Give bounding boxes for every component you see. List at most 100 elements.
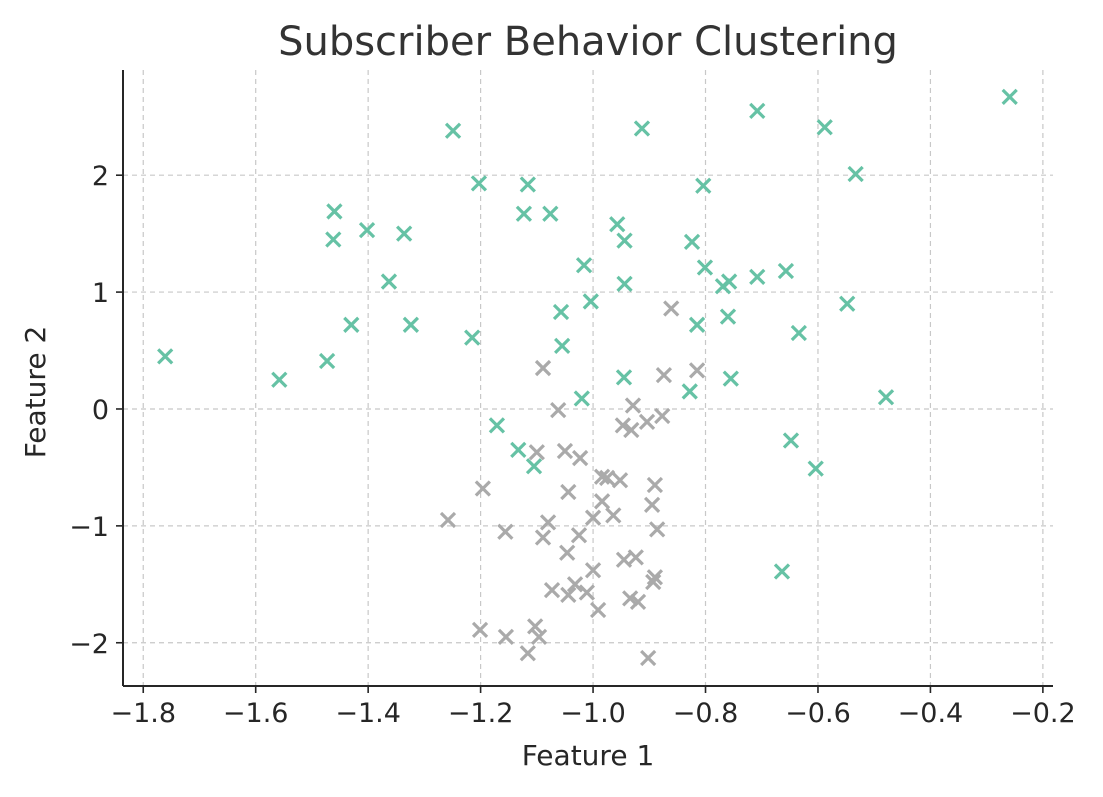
data-point-series-2 <box>593 493 611 510</box>
data-point-series-2 <box>560 586 577 603</box>
data-point-series-1 <box>720 273 738 290</box>
y-tick-label: 1 <box>92 278 109 309</box>
data-point-series-2 <box>589 601 607 619</box>
data-point-series-1 <box>696 259 714 276</box>
data-point-series-1 <box>719 308 737 325</box>
y-tick-label: 0 <box>92 395 109 426</box>
data-point-series-1 <box>573 390 590 407</box>
data-point-series-1 <box>816 119 833 136</box>
x-tick-label: −1.2 <box>448 698 514 729</box>
data-point-series-1 <box>609 216 626 233</box>
chart-title: Subscriber Behavior Clustering <box>278 19 898 65</box>
data-point-series-2 <box>530 628 548 646</box>
data-point-series-1 <box>615 369 633 386</box>
data-point-series-1 <box>688 316 706 333</box>
data-point-series-2 <box>571 449 589 467</box>
data-point-series-1 <box>271 371 288 388</box>
data-point-series-1 <box>616 275 633 293</box>
data-point-series-2 <box>649 521 666 538</box>
x-tick-label: −0.6 <box>785 698 851 729</box>
data-point-series-1 <box>396 225 413 242</box>
data-point-series-1 <box>749 102 766 120</box>
data-point-series-2 <box>560 483 577 501</box>
data-point-series-2 <box>539 514 557 531</box>
data-point-series-2 <box>550 402 567 419</box>
x-axis-label: Feature 1 <box>522 739 655 772</box>
data-point-series-2 <box>624 397 642 414</box>
data-point-series-1 <box>358 222 376 239</box>
data-point-series-1 <box>722 370 739 387</box>
data-point-series-2 <box>584 562 602 579</box>
y-axis-label: Feature 2 <box>19 326 52 459</box>
x-tick-label: −0.8 <box>673 698 739 729</box>
data-point-series-1 <box>616 232 633 249</box>
data-point-series-2 <box>614 417 631 434</box>
data-point-series-1 <box>444 122 462 139</box>
data-point-series-1 <box>510 441 527 459</box>
data-point-series-1 <box>326 203 343 220</box>
data-point-series-2 <box>643 496 661 513</box>
data-point-series-2 <box>519 645 536 662</box>
data-point-series-2 <box>640 649 657 667</box>
data-point-series-2 <box>528 444 545 461</box>
data-point-series-1 <box>488 417 506 434</box>
data-point-series-2 <box>584 509 602 526</box>
data-points <box>157 88 1018 667</box>
data-point-series-2 <box>615 551 633 568</box>
data-point-series-2 <box>471 621 489 639</box>
y-tick-label: −1 <box>69 512 109 543</box>
data-point-series-2 <box>534 359 552 377</box>
data-point-series-1 <box>318 352 336 370</box>
x-tick-label: −0.4 <box>898 698 964 729</box>
data-point-series-2 <box>623 421 640 439</box>
data-point-series-1 <box>343 316 360 333</box>
data-point-series-2 <box>578 584 596 601</box>
data-point-series-1 <box>773 563 791 580</box>
data-point-series-2 <box>688 362 706 379</box>
data-point-series-1 <box>807 460 824 477</box>
data-point-series-2 <box>570 527 588 544</box>
x-tick-label: −0.2 <box>1010 698 1076 729</box>
data-point-series-1 <box>633 120 651 137</box>
data-point-series-1 <box>847 165 864 183</box>
data-point-series-1 <box>839 295 856 312</box>
data-point-series-1 <box>325 231 342 248</box>
data-point-series-2 <box>527 618 544 635</box>
data-point-series-2 <box>605 507 622 524</box>
data-point-series-2 <box>556 442 574 460</box>
data-point-series-2 <box>566 576 584 593</box>
data-point-series-1 <box>470 175 488 192</box>
data-point-series-2 <box>655 366 673 384</box>
x-tick-label: −1.6 <box>223 698 289 729</box>
data-point-series-2 <box>534 529 552 546</box>
data-point-series-1 <box>777 262 795 280</box>
data-point-series-2 <box>474 480 491 497</box>
y-tick-label: −2 <box>69 629 109 660</box>
data-point-series-1 <box>782 432 800 449</box>
y-tick-label: 2 <box>92 161 109 192</box>
x-tick-label: −1.8 <box>110 698 176 729</box>
data-point-series-2 <box>559 544 576 561</box>
x-tick-label: −1.4 <box>335 698 401 729</box>
data-point-series-1 <box>877 389 895 406</box>
data-point-series-1 <box>582 293 599 310</box>
data-point-series-2 <box>497 523 514 540</box>
data-point-series-2 <box>497 628 515 646</box>
data-point-series-2 <box>646 476 664 494</box>
data-point-series-2 <box>598 469 616 487</box>
grid-lines <box>123 70 1053 686</box>
data-point-series-1 <box>790 324 807 342</box>
data-point-series-1 <box>542 205 559 222</box>
data-point-series-2 <box>627 549 644 566</box>
x-tick-label: −1.0 <box>560 698 626 729</box>
data-point-series-1 <box>157 348 174 365</box>
data-point-series-1 <box>575 257 593 274</box>
y-axis-ticks: −2 −1 0 1 2 <box>69 161 123 660</box>
data-point-series-1 <box>681 383 698 400</box>
data-point-series-1 <box>380 273 398 290</box>
data-point-series-1 <box>749 268 766 286</box>
data-point-series-1 <box>515 205 533 222</box>
data-point-series-2 <box>638 413 656 430</box>
data-point-series-1 <box>464 329 481 346</box>
